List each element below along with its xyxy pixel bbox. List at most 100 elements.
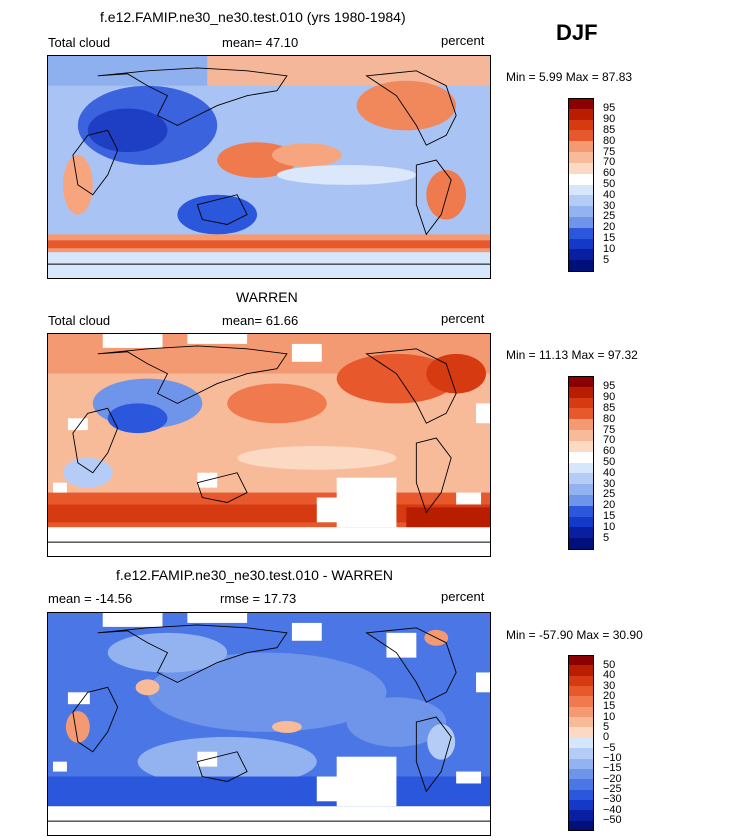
colorbar-tick-label: 5 — [603, 531, 610, 544]
colorbar-swatch — [568, 195, 594, 207]
colorbar-swatch — [568, 462, 594, 474]
colorbar-swatch — [568, 538, 594, 550]
colorbar-tick-label: −20 — [603, 772, 622, 785]
colorbar-tick-label: 75 — [603, 145, 616, 158]
colorbar-swatch — [568, 108, 594, 121]
panel3-rmse-label: rmse = 17.73 — [220, 591, 297, 606]
colorbar-swatch — [568, 397, 594, 409]
panel2-map-svg — [48, 334, 490, 556]
colorbar-tick-label: 5 — [603, 720, 610, 733]
colorbar-tick-label: 40 — [603, 669, 616, 682]
colorbar-tick-label: −50 — [603, 814, 622, 827]
colorbar-swatch — [568, 527, 594, 539]
colorbar-swatch — [568, 696, 594, 708]
panel2-title: WARREN — [236, 289, 298, 305]
panel1-colorbar: 95 90 85 80 75 70 60 50 40 30 25 20 15 10 5 — [568, 98, 628, 272]
colorbar-tick-label: 95 — [603, 380, 616, 393]
colorbar-tick-label: 15 — [603, 510, 616, 523]
colorbar-swatch — [568, 216, 594, 229]
colorbar-swatch — [568, 440, 594, 453]
panel2-variable-label: Total cloud — [48, 313, 111, 328]
colorbar-swatch — [568, 737, 594, 749]
colorbar-tick-label: 20 — [603, 689, 616, 702]
colorbar-tick-label: 30 — [603, 679, 616, 692]
panel3-map-svg — [48, 613, 490, 835]
panel2-map — [47, 333, 491, 557]
panel2-mean-label: mean= 61.66 — [222, 313, 299, 328]
panel3-mean-label: mean = -14.56 — [48, 591, 133, 606]
colorbar-tick-label: 15 — [603, 232, 616, 245]
panel3-colorbar: 50 40 30 20 15 10 5 0 −5 −10 −15 −20 −25 −30 −40 −50 — [568, 655, 628, 832]
colorbar-tick-label: 50 — [603, 178, 616, 190]
colorbar-swatch — [568, 717, 594, 728]
colorbar-tick-label: 25 — [603, 210, 616, 223]
panel1-map — [47, 55, 491, 279]
colorbar-tick-label: 30 — [603, 477, 616, 490]
panel2-units-label: percent — [441, 311, 485, 326]
colorbar-tick-label: 10 — [603, 242, 616, 255]
colorbar-swatch — [568, 141, 594, 153]
panel3-map — [47, 612, 491, 836]
colorbar-swatch — [568, 206, 594, 218]
colorbar-tick-label: 80 — [603, 134, 616, 147]
colorbar-swatch — [568, 789, 594, 801]
panel1-units-label: percent — [441, 33, 485, 48]
colorbar-swatch — [568, 162, 594, 175]
colorbar-tick-label: 90 — [603, 113, 616, 126]
colorbar-tick-label: 60 — [603, 167, 616, 180]
colorbar-swatch — [568, 152, 594, 164]
colorbar-tick-label: 20 — [603, 221, 616, 234]
colorbar-swatch — [568, 98, 594, 110]
panel2-colorbar: 95 90 85 80 75 70 60 50 40 30 25 20 15 10 5 — [568, 376, 628, 550]
colorbar-tick-label: 40 — [603, 188, 616, 201]
colorbar-swatch — [568, 516, 594, 528]
colorbar-tick-label: 50 — [603, 658, 616, 671]
colorbar-swatch — [568, 419, 594, 431]
colorbar-swatch — [568, 494, 594, 507]
panel1-variable-label: Total cloud — [48, 35, 111, 50]
colorbar-swatch — [568, 665, 594, 677]
colorbar-tick-label: 70 — [603, 434, 616, 447]
colorbar-tick-label: 30 — [603, 199, 616, 212]
colorbar-tick-label: 85 — [603, 401, 616, 414]
colorbar-swatch — [568, 227, 594, 240]
colorbar-tick-label: −25 — [603, 783, 622, 796]
colorbar-tick-label: −30 — [603, 793, 622, 806]
colorbar-tick-label: −15 — [603, 762, 622, 775]
panel3-units-label: percent — [441, 589, 485, 604]
colorbar-swatch — [568, 238, 594, 250]
colorbar-swatch — [568, 748, 594, 760]
panel1-map-svg — [48, 56, 490, 278]
colorbar-swatch — [568, 451, 594, 463]
colorbar-swatch — [568, 408, 594, 420]
colorbar-swatch — [568, 484, 594, 496]
colorbar-swatch — [568, 473, 594, 485]
colorbar-swatch — [568, 386, 594, 399]
colorbar-swatch — [568, 727, 594, 739]
colorbar-tick-label: 85 — [603, 123, 616, 136]
colorbar-tick-label: 25 — [603, 488, 616, 501]
colorbar-swatch — [568, 799, 594, 811]
colorbar-tick-label: 10 — [603, 520, 616, 533]
colorbar-tick-label: −10 — [603, 752, 622, 765]
colorbar-swatch — [568, 376, 594, 388]
colorbar-tick-label: −40 — [603, 803, 622, 816]
panel1-mean-label: mean= 47.10 — [222, 35, 299, 50]
colorbar-swatch — [568, 249, 594, 261]
colorbar-swatch — [568, 758, 594, 770]
colorbar-tick-label: 75 — [603, 423, 616, 436]
colorbar-swatch — [568, 505, 594, 518]
panel3-minmax: Min = -57.90 Max = 30.90 — [506, 628, 643, 642]
colorbar-swatch — [568, 655, 594, 666]
colorbar-tick-label: 80 — [603, 412, 616, 425]
colorbar-tick-label: −5 — [603, 741, 616, 754]
colorbar-swatch — [568, 810, 594, 822]
panel2-minmax: Min = 11.13 Max = 97.32 — [506, 348, 638, 362]
colorbar-tick-label: 20 — [603, 499, 616, 512]
panel3-title: f.e12.FAMIP.ne30_ne30.test.010 - WARREN — [116, 567, 394, 583]
colorbar-swatch — [568, 686, 594, 697]
colorbar-swatch — [568, 184, 594, 196]
season-label: DJF — [556, 20, 598, 45]
colorbar-tick-label: 5 — [603, 253, 610, 266]
colorbar-tick-label: 60 — [603, 445, 616, 458]
